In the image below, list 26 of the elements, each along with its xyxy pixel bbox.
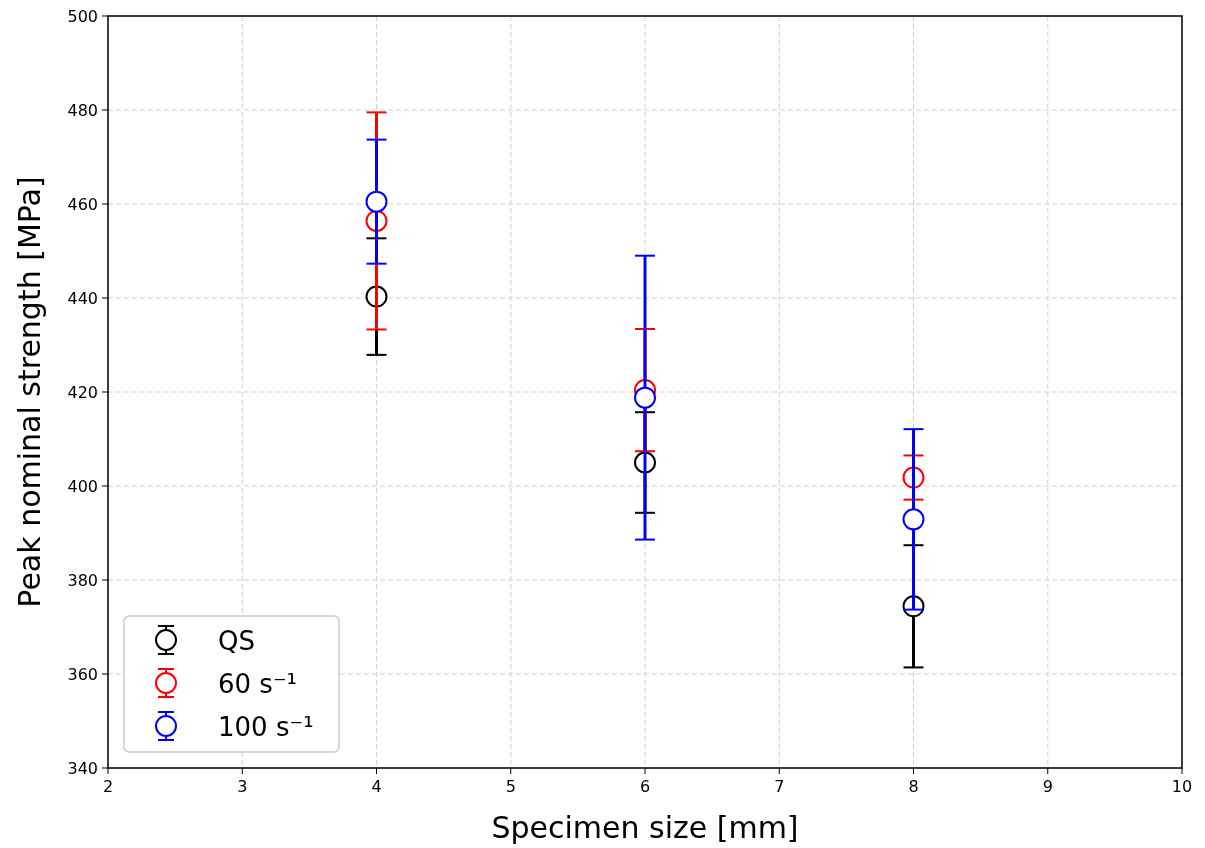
y-tick-label: 400 bbox=[67, 477, 98, 496]
x-tick-label: 10 bbox=[1171, 777, 1193, 796]
y-tick-label: 360 bbox=[67, 665, 98, 684]
x-tick-label: 7 bbox=[774, 777, 785, 796]
y-tick-label: 440 bbox=[67, 289, 98, 308]
point bbox=[365, 190, 388, 213]
x-axis-title: Specimen size [mm] bbox=[491, 810, 799, 845]
point bbox=[634, 386, 656, 409]
legend-label: 100 s⁻¹ bbox=[218, 712, 314, 742]
y-tick-label: 460 bbox=[67, 195, 98, 214]
y-tick-label: 380 bbox=[67, 571, 98, 590]
point bbox=[902, 508, 925, 531]
x-tick-label: 6 bbox=[639, 777, 651, 796]
y-axis-title: Peak nominal strength [MPa] bbox=[12, 176, 47, 608]
y-tick-label: 480 bbox=[67, 101, 98, 120]
x-tick-label: 8 bbox=[908, 777, 919, 796]
x-tick-label: 5 bbox=[505, 777, 516, 796]
x-tick-label: 2 bbox=[102, 777, 114, 796]
y-tick-label: 500 bbox=[67, 7, 98, 26]
legend-label: 60 s⁻¹ bbox=[218, 669, 298, 699]
legend-label: QS bbox=[218, 626, 255, 656]
y-tick-label: 340 bbox=[67, 759, 98, 778]
x-tick-label: 9 bbox=[1042, 777, 1053, 796]
x-tick-label: 4 bbox=[371, 777, 382, 796]
x-tick-label: 3 bbox=[237, 777, 248, 796]
y-tick-label: 420 bbox=[67, 383, 98, 402]
